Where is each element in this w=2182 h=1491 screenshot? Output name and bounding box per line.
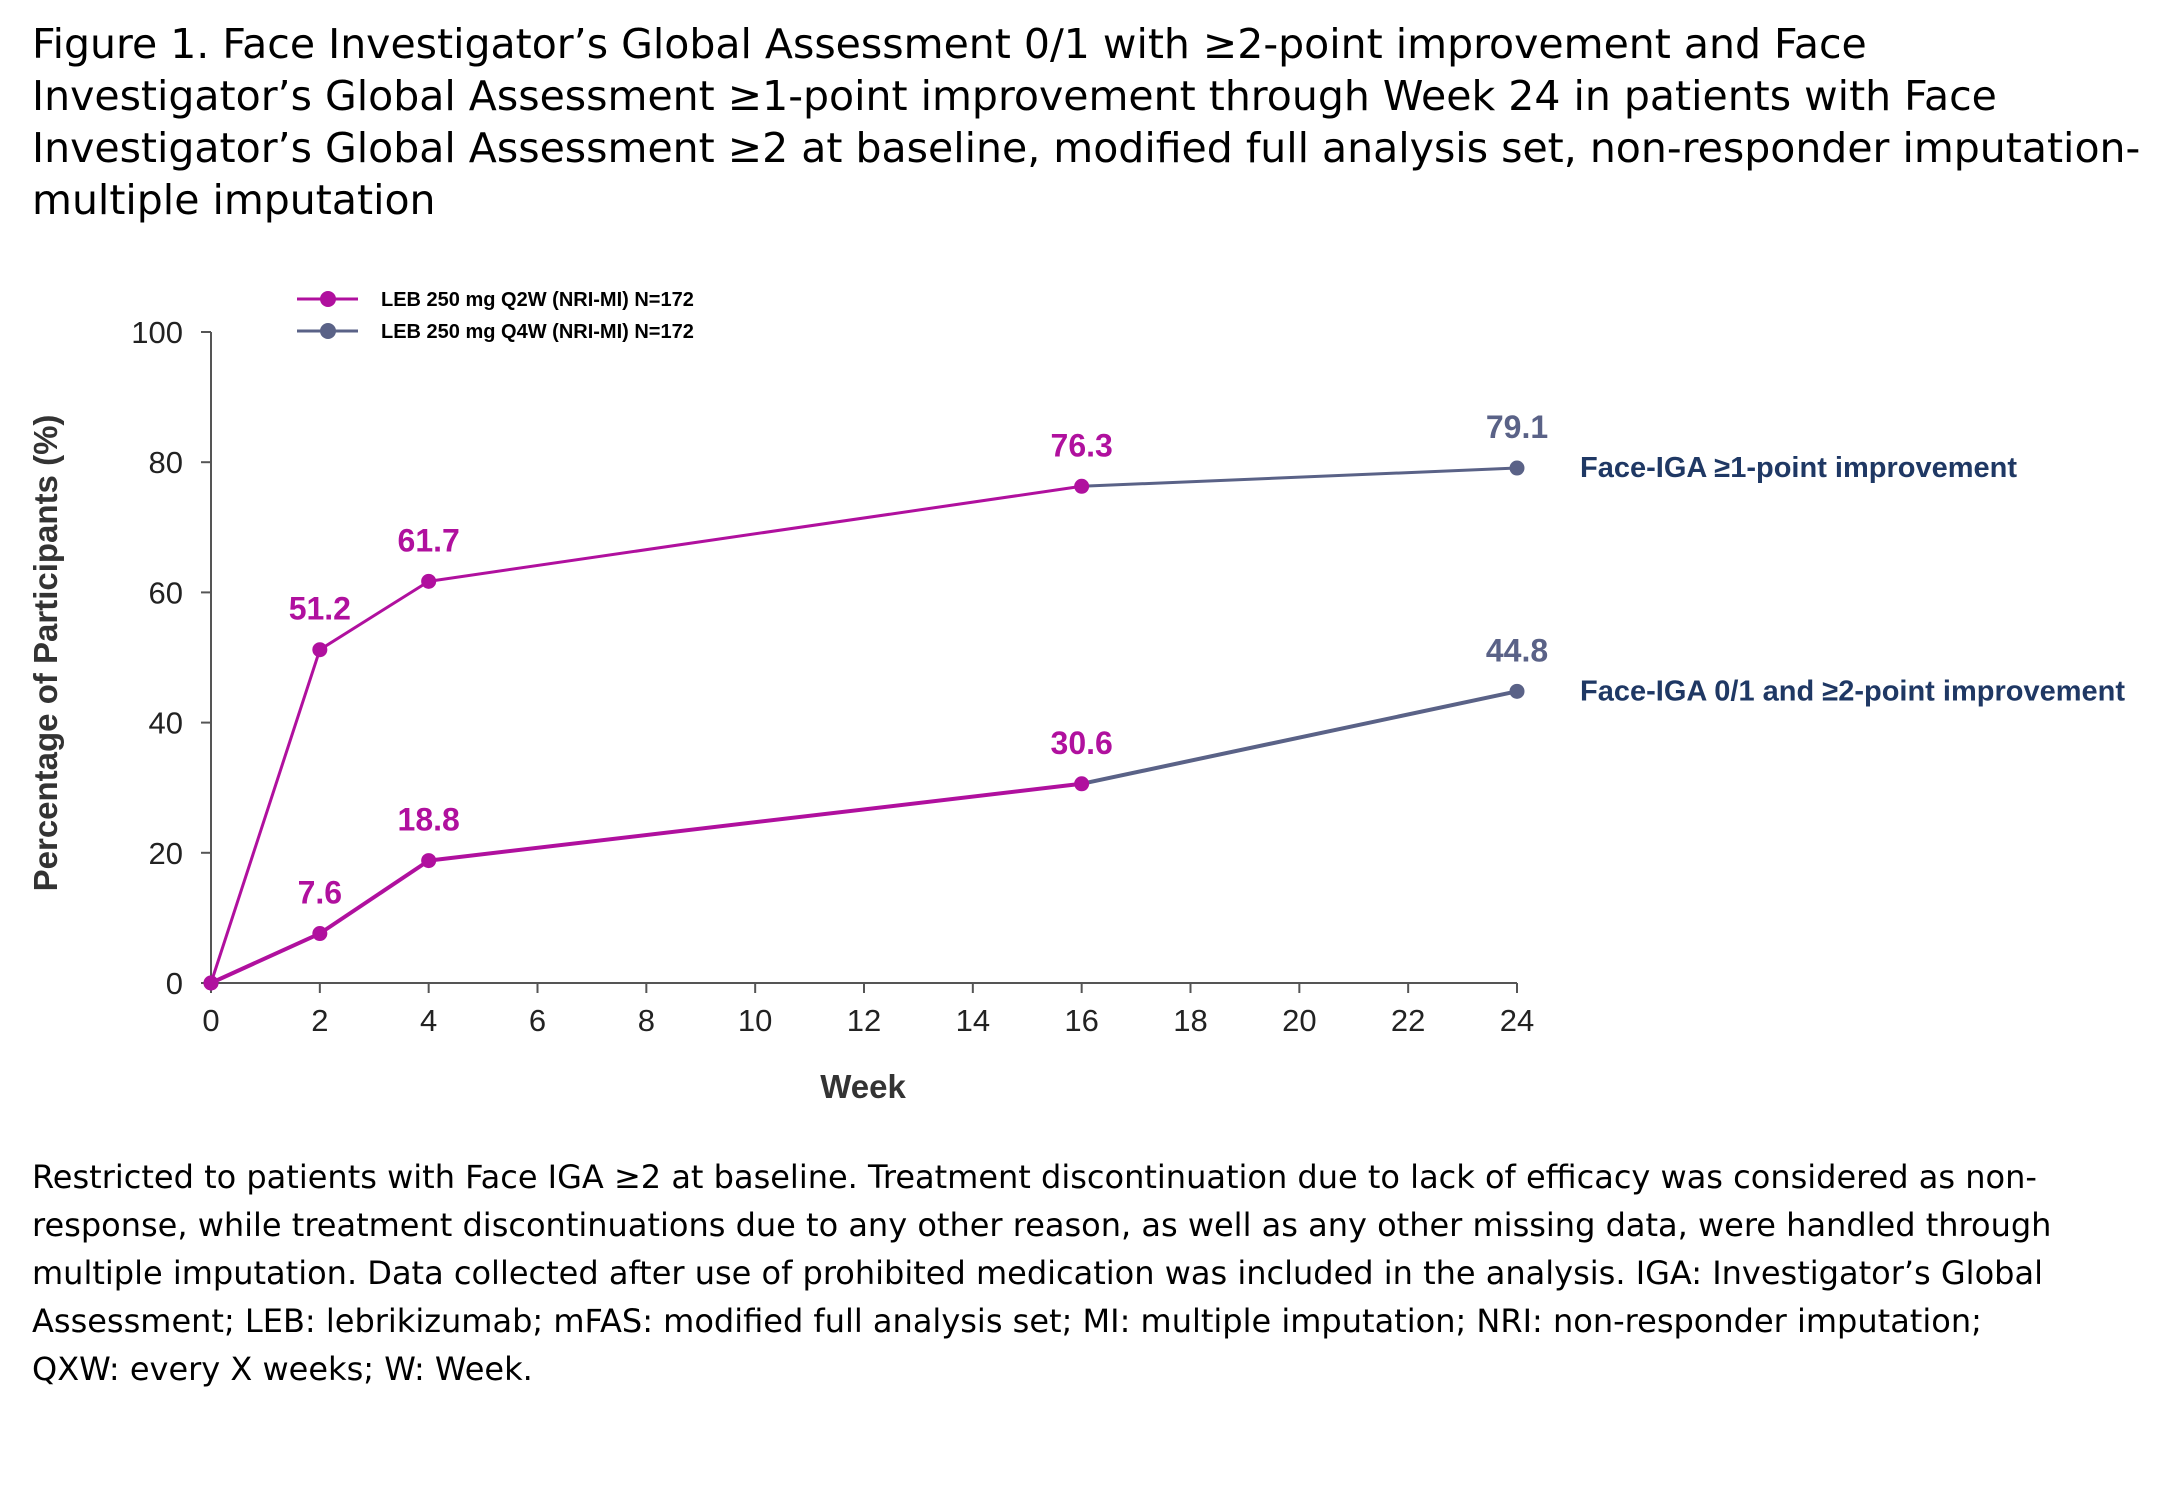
legend-label: LEB 250 mg Q2W (NRI-MI) N=172 (381, 289, 694, 311)
x-tick-label: 14 (956, 1003, 990, 1038)
data-point (1074, 478, 1090, 494)
legend-label: LEB 250 mg Q4W (NRI-MI) N=172 (381, 321, 694, 343)
data-label: 44.8 (1486, 632, 1548, 668)
series-line-segment (209, 649, 322, 984)
data-label: 30.6 (1051, 725, 1113, 761)
x-tick-label: 20 (1282, 1003, 1316, 1038)
data-point (1509, 460, 1525, 476)
chart-legend: LEB 250 mg Q2W (NRI-MI) N=172 LEB 250 mg … (297, 289, 694, 343)
x-tick-label: 8 (638, 1003, 655, 1038)
x-tick-label: 4 (420, 1003, 437, 1038)
data-point (421, 853, 437, 869)
series-line-segment (428, 484, 1082, 583)
x-tick-label: 2 (311, 1003, 328, 1038)
x-tick-label: 6 (529, 1003, 546, 1038)
x-tick-label: 22 (1391, 1003, 1425, 1038)
outcome-labels: Face-IGA ≥1-point improvement Face-IGA 0/… (1580, 452, 2125, 707)
data-point (312, 642, 328, 658)
y-tick-label: 20 (149, 836, 183, 871)
data-point (203, 975, 219, 991)
series-line-segment (210, 931, 321, 985)
series-line-segment (319, 580, 430, 651)
series-line-segment (318, 858, 430, 936)
x-tick-label: 10 (738, 1003, 772, 1038)
data-label: 7.6 (298, 875, 342, 911)
y-axis-title: Percentage of Participants (%) (27, 415, 64, 892)
series-line-segment (1081, 689, 1518, 786)
data-label: 18.8 (398, 802, 460, 838)
data-point (1074, 776, 1090, 792)
series-line-segment (428, 781, 1082, 863)
x-tick-label: 12 (847, 1003, 881, 1038)
series-line-segment (1081, 466, 1518, 488)
data-label: 61.7 (398, 522, 460, 558)
y-tick-label: 40 (149, 706, 183, 741)
data-point (1509, 683, 1525, 699)
outcome-label: Face-IGA ≥1-point improvement (1580, 452, 2017, 484)
y-tick-label: 80 (149, 445, 183, 480)
x-axis-title: Week (820, 1068, 906, 1105)
chart-series: 51.2 61.7 76.3 79.1 7.6 18.8 30.6 44.8 (203, 409, 1548, 991)
figure-title: Figure 1. Face Investigator’s Global Ass… (32, 20, 2141, 224)
x-tick-label: 18 (1173, 1003, 1207, 1038)
data-label: 51.2 (289, 591, 351, 627)
chart-axes (210, 332, 1517, 984)
data-label: 79.1 (1486, 409, 1548, 445)
legend-marker (320, 291, 336, 307)
x-tick-label: 16 (1064, 1003, 1098, 1038)
data-point (312, 926, 328, 942)
y-tick-label: 0 (166, 966, 183, 1001)
outcome-label: Face-IGA 0/1 and ≥2-point improvement (1580, 675, 2125, 707)
figure-footnote: Restricted to patients with Face IGA ≥2 … (32, 1158, 2052, 1388)
data-label: 76.3 (1051, 427, 1113, 463)
y-tick-label: 60 (149, 575, 183, 610)
x-tick-label: 24 (1500, 1003, 1534, 1038)
x-tick-label: 0 (202, 1003, 219, 1038)
legend-marker (320, 323, 336, 339)
y-tick-label: 100 (131, 315, 183, 350)
data-point (421, 573, 437, 589)
